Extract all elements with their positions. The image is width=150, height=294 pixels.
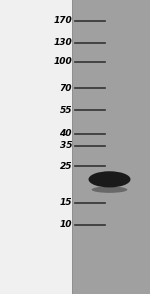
- Text: 170: 170: [53, 16, 72, 25]
- Text: 40: 40: [60, 129, 72, 138]
- Text: 70: 70: [60, 84, 72, 93]
- Text: 25: 25: [60, 162, 72, 171]
- FancyBboxPatch shape: [0, 0, 72, 294]
- Ellipse shape: [92, 186, 127, 193]
- Text: 15: 15: [60, 198, 72, 207]
- Ellipse shape: [88, 171, 130, 188]
- Text: 130: 130: [53, 38, 72, 47]
- Text: 35: 35: [60, 141, 72, 150]
- FancyBboxPatch shape: [72, 0, 150, 294]
- Text: 10: 10: [60, 220, 72, 229]
- Text: 100: 100: [53, 57, 72, 66]
- Text: 55: 55: [60, 106, 72, 115]
